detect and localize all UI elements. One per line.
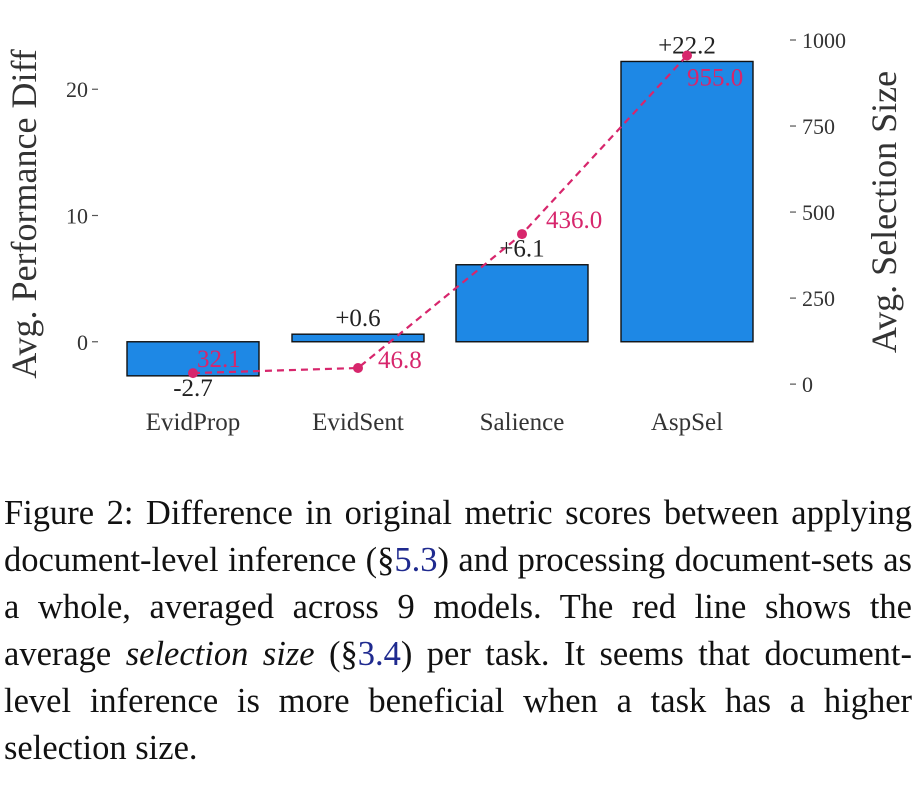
line-point bbox=[517, 229, 527, 240]
caption-middle2: (§ bbox=[314, 635, 358, 673]
bar-value-label: -2.7 bbox=[173, 375, 213, 402]
category-labels: EvidProp EvidSent Salience AspSel bbox=[146, 409, 723, 436]
y-tick-label-left: 0 bbox=[77, 330, 88, 355]
caption-suffix: ) per task. It seems that document-level… bbox=[4, 635, 912, 767]
line-point bbox=[353, 363, 363, 374]
bars bbox=[126, 60, 754, 377]
y-axis-title-right: Avg. Selection Size bbox=[864, 71, 904, 353]
line-value-label: 46.8 bbox=[378, 347, 422, 374]
line-point bbox=[188, 368, 198, 379]
y-tick-label-right: 250 bbox=[802, 286, 835, 311]
caption-emphasis: selection size bbox=[125, 635, 315, 673]
line-value-label: 32.1 bbox=[197, 346, 241, 373]
bar-value-label: +0.6 bbox=[335, 305, 380, 332]
y-axis-title-left: Avg. Performance Diff bbox=[4, 49, 44, 379]
line-value-label: 436.0 bbox=[546, 207, 602, 234]
y-tick-label-left: 20 bbox=[66, 77, 88, 102]
category-label: EvidSent bbox=[312, 409, 404, 436]
section-ref-link[interactable]: 5.3 bbox=[394, 541, 438, 579]
y-tick-label-right: 0 bbox=[802, 372, 813, 397]
y-tick-label-right: 1000 bbox=[802, 28, 846, 53]
caption-prefix: Figure 2: Difference in original metric … bbox=[4, 494, 912, 579]
line-value-label: 955.0 bbox=[687, 64, 743, 91]
section-ref-link[interactable]: 3.4 bbox=[357, 635, 401, 673]
bar bbox=[455, 264, 589, 343]
bar-value-label: +6.1 bbox=[499, 236, 544, 263]
right-axis: 0 250 500 750 1000 bbox=[790, 28, 846, 397]
line-point bbox=[682, 50, 692, 61]
left-axis: 0 10 20 bbox=[66, 77, 98, 355]
bar bbox=[620, 60, 754, 343]
caption-middle: ) and processing document-sets as a whol… bbox=[4, 541, 912, 673]
bar bbox=[291, 333, 425, 343]
selection-size-line: 32.1 46.8 436.0 955.0 bbox=[188, 50, 743, 379]
category-label: Salience bbox=[480, 409, 565, 436]
figure-caption: Figure 2: Difference in original metric … bbox=[4, 490, 912, 772]
y-tick-label-left: 10 bbox=[66, 204, 88, 229]
category-label: EvidProp bbox=[146, 409, 240, 436]
y-tick-label-right: 750 bbox=[802, 114, 835, 139]
y-tick-label-right: 500 bbox=[802, 200, 835, 225]
series-line bbox=[192, 54, 688, 375]
category-label: AspSel bbox=[651, 409, 723, 436]
